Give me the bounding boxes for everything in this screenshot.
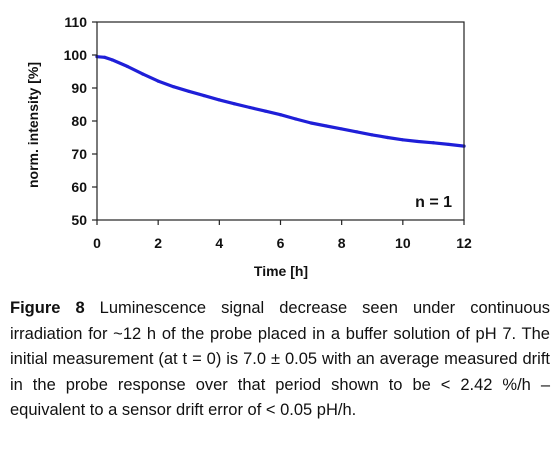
data-point xyxy=(309,121,313,125)
figure: 50 60 70 80 90 100 110 0 2 4 6 8 10 12 norm. intensit… xyxy=(25,14,472,279)
y-axis-label: norm. intensity [%] xyxy=(25,62,41,188)
data-point xyxy=(385,135,390,140)
data-point xyxy=(171,85,176,89)
x-tick-label: 6 xyxy=(277,235,285,251)
caption-text: Luminescence signal decrease seen under … xyxy=(10,299,550,419)
data-point xyxy=(103,55,107,59)
data-point xyxy=(141,72,145,76)
y-tick-label: 100 xyxy=(64,47,88,63)
data-point xyxy=(263,109,267,113)
x-tick-label: 2 xyxy=(154,235,162,251)
caption-label: Figure 8 xyxy=(10,299,85,317)
data-point xyxy=(125,64,130,69)
y-tick-label: 60 xyxy=(71,179,87,195)
x-tick-label: 10 xyxy=(395,235,411,251)
axes: 50 60 70 80 90 100 110 0 2 4 6 8 10 12 xyxy=(64,14,472,251)
x-tick-label: 4 xyxy=(215,235,223,251)
y-tick-label: 80 xyxy=(71,113,87,129)
x-tick-label: 8 xyxy=(338,235,346,251)
data-point xyxy=(110,58,114,62)
data-point xyxy=(248,105,252,110)
data-point xyxy=(156,79,160,83)
data-point xyxy=(355,130,359,134)
data-point xyxy=(233,102,237,106)
data-point xyxy=(217,98,221,102)
y-tick-label: 110 xyxy=(64,14,87,30)
data-point xyxy=(416,139,420,144)
data-point xyxy=(324,124,328,128)
x-tick-label: 0 xyxy=(93,235,101,251)
data-point xyxy=(447,142,451,147)
data-point xyxy=(294,117,298,121)
data-point xyxy=(187,89,191,93)
series-line xyxy=(95,55,466,148)
y-tick-label: 70 xyxy=(71,146,87,162)
data-point xyxy=(370,133,374,137)
data-point xyxy=(431,141,436,145)
x-axis-label: Time [h] xyxy=(254,263,308,279)
figure-caption: Figure 8 Luminescence signal decrease se… xyxy=(10,296,550,424)
data-point xyxy=(340,127,344,131)
y-tick-label: 90 xyxy=(71,80,87,96)
data-point xyxy=(278,113,283,117)
plot-area xyxy=(95,55,466,148)
plot-frame xyxy=(96,21,465,221)
sample-count-annotation: n = 1 xyxy=(415,194,452,211)
x-tick-label: 12 xyxy=(456,235,472,251)
data-point xyxy=(202,93,206,98)
data-point xyxy=(401,138,405,142)
y-tick-label: 50 xyxy=(71,212,87,228)
chart: 50 60 70 80 90 100 110 0 2 4 6 8 10 12 norm. intensit… xyxy=(25,14,472,279)
